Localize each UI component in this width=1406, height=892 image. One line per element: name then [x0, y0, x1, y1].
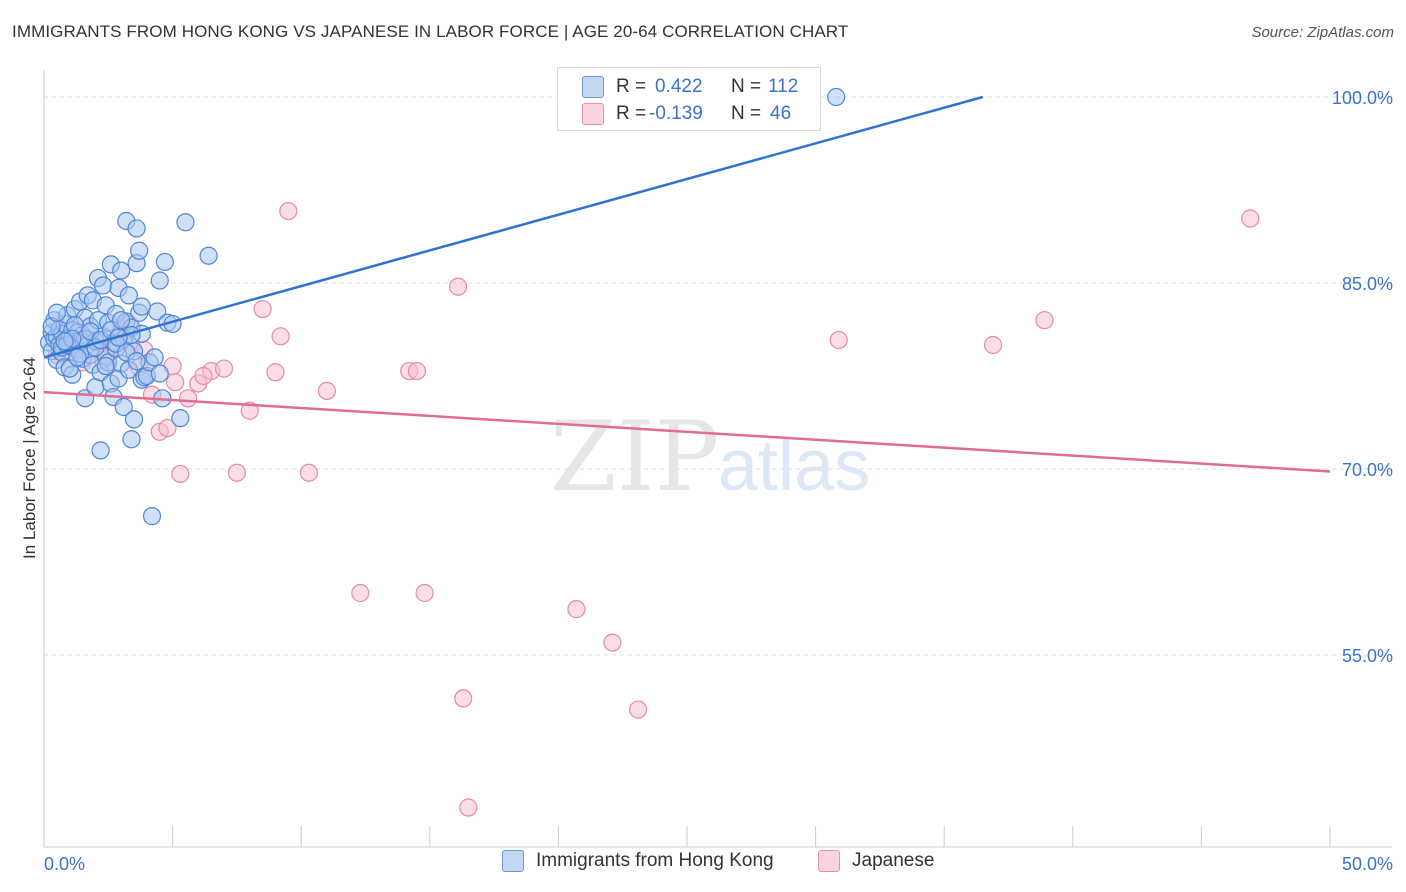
legend-item-hong-kong: Immigrants from Hong Kong: [502, 850, 774, 872]
hong-kong-point: [142, 507, 162, 526]
legend-item-japanese: Japanese: [818, 850, 934, 872]
hong-kong-point: [132, 297, 151, 316]
hong-kong-point: [127, 219, 146, 238]
japanese-point: [1241, 209, 1260, 228]
japanese-point: [829, 330, 848, 350]
watermark-zip: ZIP: [550, 401, 719, 513]
hong-kong-point: [176, 213, 195, 232]
japanese-point: [158, 418, 177, 438]
japanese-point: [603, 633, 622, 652]
hong-kong-point: [112, 261, 131, 280]
hong-kong-point: [68, 348, 87, 367]
hong-kong-point: [127, 352, 146, 371]
y-tick-label: 85.0%: [1342, 274, 1393, 294]
japanese-point: [459, 798, 478, 817]
hong-kong-point: [155, 252, 174, 272]
legend-n-label: N =: [731, 103, 762, 124]
hong-kong-point: [124, 410, 144, 429]
japanese-point: [214, 359, 234, 378]
hong-kong-point: [122, 430, 141, 449]
legend-n-label: N =: [731, 76, 762, 97]
legend-r-label: R =: [616, 103, 647, 124]
x-tick-label: 50.0%: [1342, 854, 1393, 874]
y-axis-label: In Labor Force | Age 20-64: [20, 357, 39, 559]
axes: [43, 70, 1392, 848]
hong-kong-point: [114, 397, 133, 417]
y-tick-label: 55.0%: [1342, 646, 1393, 666]
japanese-point: [1035, 311, 1054, 330]
japanese-point: [415, 583, 434, 603]
japanese-point: [279, 201, 298, 221]
japanese-point: [171, 464, 190, 484]
hong-kong-point: [47, 303, 66, 322]
trend-lines: [43, 95, 1331, 473]
y-tick-label: 70.0%: [1342, 460, 1393, 480]
hong-kong-point: [171, 409, 190, 428]
tick-labels: 100.0% 85.0% 70.0% 55.0% 0.0% 50.0%: [44, 88, 1393, 874]
hong-kong-point: [112, 311, 131, 330]
legend-swatch-pink: [582, 103, 604, 125]
hong-kong-point: [119, 286, 138, 305]
hong-kong-point: [91, 441, 110, 460]
hong-kong-points: [40, 87, 846, 526]
hong-kong-point: [145, 348, 164, 367]
japanese-point: [166, 373, 185, 392]
source-credit: Source: ZipAtlas.com: [1251, 24, 1394, 41]
japanese-point: [407, 361, 427, 381]
japanese-point: [253, 299, 272, 319]
hong-kong-point: [94, 276, 113, 295]
hong-kong-point: [96, 356, 115, 376]
japanese-point: [351, 583, 370, 603]
legend-swatch-pink: [818, 850, 840, 872]
legend-r-value: -0.139: [649, 103, 703, 124]
japanese-point: [299, 463, 319, 482]
hong-kong-point: [130, 241, 149, 260]
legend-label: Immigrants from Hong Kong: [536, 850, 774, 871]
hong-kong-point: [199, 246, 218, 265]
japanese-point: [271, 327, 290, 346]
legend-r-value: 0.422: [655, 76, 703, 97]
legend-label: Japanese: [852, 850, 935, 871]
japanese-point: [567, 600, 586, 619]
japanese-point: [629, 700, 648, 719]
grid-lines: [44, 96, 1392, 656]
japanese-point: [454, 689, 473, 708]
japanese-point: [983, 335, 1003, 355]
japanese-point: [194, 366, 213, 386]
legend-n-value: 112: [768, 76, 799, 97]
hong-kong-point: [150, 271, 169, 290]
chart-title: IMMIGRANTS FROM HONG KONG VS JAPANESE IN…: [12, 22, 849, 41]
x-tick-label: 0.0%: [44, 854, 85, 874]
stats-legend: R = 0.422 N = 112 R = -0.139 N = 46: [557, 67, 821, 131]
hong-kong-point: [150, 364, 169, 383]
japanese-point: [266, 363, 285, 382]
hong-kong-point: [827, 87, 846, 107]
hong-kong-point: [55, 332, 74, 351]
japanese-point: [240, 401, 259, 420]
legend-swatch-blue: [502, 850, 524, 872]
japanese-point: [227, 463, 246, 482]
y-tick-label: 100.0%: [1332, 88, 1393, 108]
hong-kong-trend-line: [43, 95, 984, 359]
japanese-trend-line: [43, 390, 1331, 473]
japanese-point: [317, 381, 337, 400]
japanese-point: [178, 389, 198, 408]
japanese-point: [448, 277, 468, 296]
legend-n-value: 46: [770, 103, 792, 124]
legend-swatch-blue: [582, 76, 604, 98]
legend-r-label: R =: [616, 76, 647, 97]
